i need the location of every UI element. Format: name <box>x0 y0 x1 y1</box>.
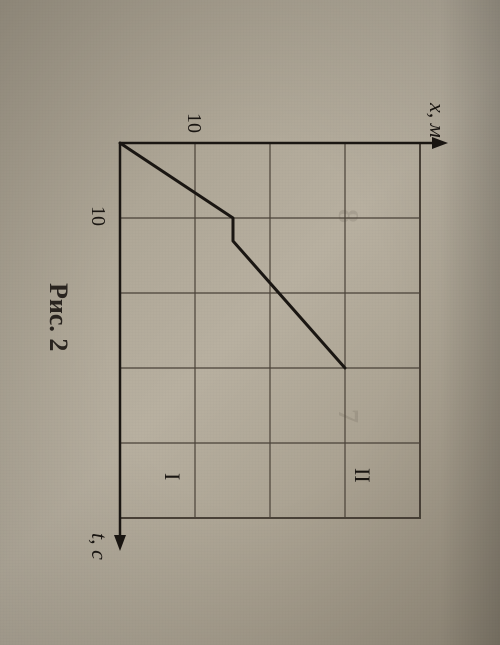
x-tick-label: 10 <box>87 206 109 226</box>
line-label-bottom: I <box>160 473 185 480</box>
y-tick-label: 10 <box>183 113 205 133</box>
physics-chart: x, м t, с 10 10 II I Рис. 2 <box>40 63 460 583</box>
x-axis-label: t, с <box>87 533 112 560</box>
line-label-top: II <box>350 468 375 483</box>
y-axis-arrow <box>432 137 448 149</box>
y-axis-label: x, м <box>425 102 450 138</box>
data-line <box>120 143 345 368</box>
x-axis-arrow <box>114 535 126 551</box>
figure-caption: Рис. 2 <box>44 283 73 351</box>
chart-container: x, м t, с 10 10 II I Рис. 2 <box>40 63 460 583</box>
